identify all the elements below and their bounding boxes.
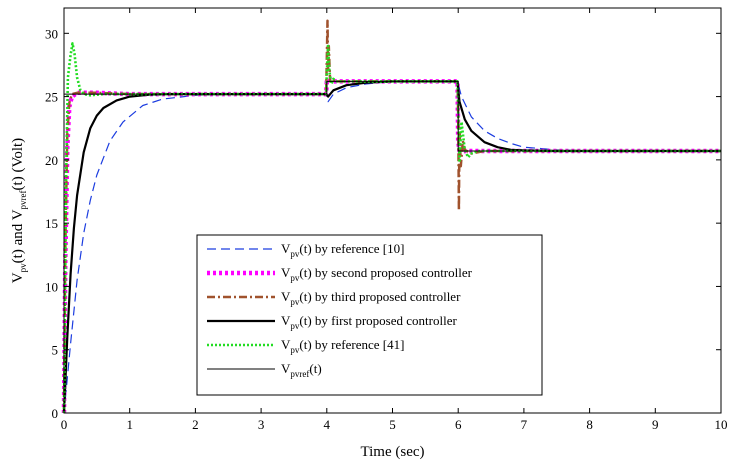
- series-line-4: [62, 80, 721, 414]
- tick-layer: 0 1 2 3 4 5 6 7 8 9 10 0 5 10 15 20 25 30: [45, 8, 728, 432]
- x-tick-label: 10: [715, 417, 728, 432]
- x-tick-label: 4: [324, 417, 331, 432]
- y-tick-label: 30: [45, 26, 58, 41]
- legend-label-4: Vpv(t) by first proposed controller: [281, 313, 457, 331]
- legend-label-1: Vpv(t) by reference [10]: [281, 241, 404, 259]
- x-tick-label: 7: [521, 417, 528, 432]
- x-tick-label: 9: [652, 417, 659, 432]
- x-tick-label: 2: [192, 417, 199, 432]
- legend-label-5: Vpv(t) by reference [41]: [281, 337, 404, 355]
- x-tick-label: 1: [126, 417, 133, 432]
- series-line-5: [62, 42, 721, 414]
- x-tick-label: 5: [389, 417, 396, 432]
- x-tick-label: 3: [258, 417, 265, 432]
- y-tick-label: 25: [45, 90, 58, 105]
- y-tick-label: 10: [45, 279, 58, 294]
- y-tick-label: 15: [45, 216, 58, 231]
- y-axis-label: Vpv(t) and Vpvref(t) (Volt): [10, 138, 28, 283]
- legend-box: [196, 234, 543, 396]
- series-layer: [61, 19, 721, 414]
- y-tick-label: 20: [45, 153, 58, 168]
- x-tick-label: 6: [455, 417, 462, 432]
- legend-label-3: Vpv(t) by third proposed controller: [281, 289, 461, 307]
- x-axis-label: Time (sec): [360, 444, 424, 460]
- y-tick-label: 0: [52, 406, 59, 421]
- x-tick-label: 0: [61, 417, 68, 432]
- y-tick-label: 5: [52, 343, 59, 358]
- legend-label-2: Vpv(t) by second proposed controller: [281, 265, 473, 283]
- legend: Vpv(t) by reference [10] Vpv(t) by second…: [196, 234, 543, 396]
- x-tick-label: 8: [586, 417, 593, 432]
- series-line-1: [63, 80, 721, 414]
- legend-label-6: Vpvref(t): [281, 361, 322, 379]
- series-line-6: [64, 80, 721, 152]
